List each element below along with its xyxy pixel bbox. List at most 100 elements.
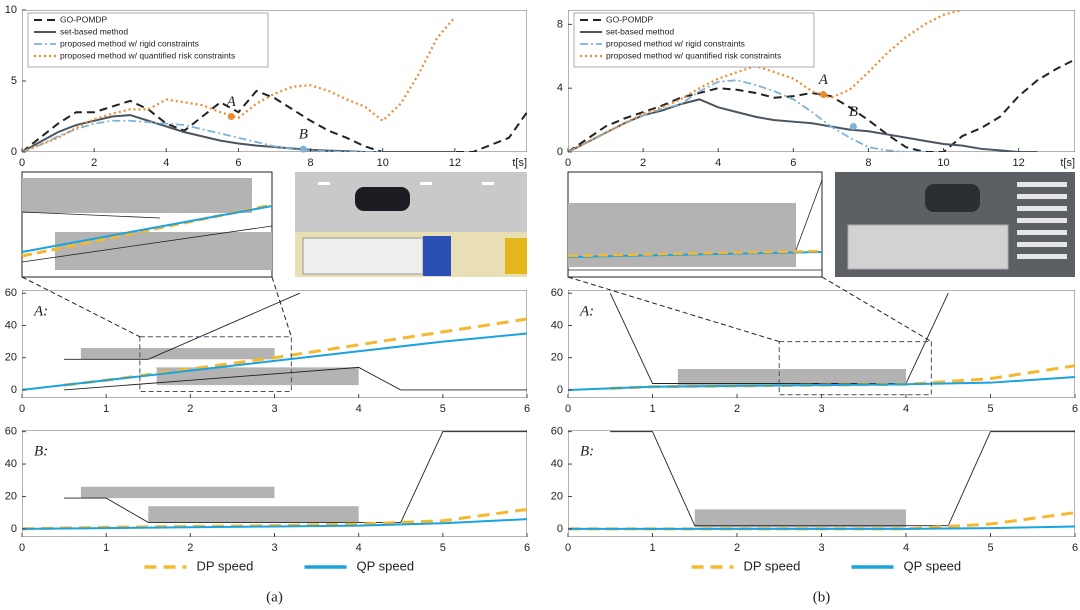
legend-label: set-based method xyxy=(606,26,674,36)
legend-label: DP speed xyxy=(197,558,254,573)
y-tick-label: 0 xyxy=(11,146,17,158)
legend-label: GO-POMDP xyxy=(606,14,654,24)
annotation-point xyxy=(227,113,235,120)
zoom-box xyxy=(778,341,932,396)
x-tick-label: 6 xyxy=(1072,542,1078,554)
x-tick-label: 2 xyxy=(734,403,740,415)
y-tick-label: 0 xyxy=(557,384,563,396)
x-tick-label: 8 xyxy=(865,157,871,169)
x-tick-label: 1 xyxy=(103,403,109,415)
obstacle xyxy=(677,368,906,386)
legend-label: proposed method w/ quantified risk const… xyxy=(60,50,235,60)
y-tick-label: 60 xyxy=(5,426,17,438)
annotation-point xyxy=(849,122,857,130)
plot-area xyxy=(568,290,1075,398)
y-tick-label: 60 xyxy=(551,287,563,299)
y-tick-label: 40 xyxy=(551,458,563,470)
boundary xyxy=(64,366,527,391)
legend: GO-POMDP set-based method proposed method … xyxy=(573,12,815,68)
x-tick-label: 10 xyxy=(377,157,389,169)
y-tick-label: 0 xyxy=(11,523,17,535)
x-tick-label: 5 xyxy=(440,403,446,415)
boundary xyxy=(64,431,527,523)
y-tick-label: 0 xyxy=(557,523,563,535)
x-tick-label: 12 xyxy=(1013,157,1025,169)
caption: (a) xyxy=(266,589,283,605)
y-tick-label: 40 xyxy=(5,319,17,331)
panel-label: B: xyxy=(34,443,48,459)
zoom-connector xyxy=(567,276,780,343)
x-tick-label: 8 xyxy=(308,157,314,169)
panel-label: A: xyxy=(579,303,594,319)
legend-label: QP speed xyxy=(357,558,415,573)
x-tick-label: 3 xyxy=(818,403,824,415)
y-tick-label: 40 xyxy=(5,458,17,470)
annotation-label: B xyxy=(849,104,858,120)
series-line xyxy=(568,525,1075,530)
x-tick-label: 6 xyxy=(524,403,530,415)
series-line xyxy=(22,119,383,152)
annotation-point xyxy=(299,145,307,153)
y-tick-label: 60 xyxy=(5,287,17,299)
boundary xyxy=(610,431,1075,527)
legend-label: DP speed xyxy=(744,558,801,573)
x-tick-label: 3 xyxy=(271,403,277,415)
x-tick-label: 2 xyxy=(187,403,193,415)
y-tick-label: 20 xyxy=(5,352,17,364)
series-line xyxy=(22,332,527,391)
x-axis-label: t[s] xyxy=(1060,157,1075,169)
boundary xyxy=(64,292,300,360)
legend-label: set-based method xyxy=(60,26,128,36)
y-tick-label: 20 xyxy=(5,490,17,502)
x-tick-label: 4 xyxy=(356,542,362,554)
y-tick-label: 10 xyxy=(5,4,17,16)
x-tick-label: 5 xyxy=(440,542,446,554)
x-tick-label: 0 xyxy=(565,403,571,415)
legend: GO-POMDP set-based method proposed method … xyxy=(27,12,269,68)
legend-label: proposed method w/ rigid constraints xyxy=(60,38,199,48)
annotation-point xyxy=(819,91,827,99)
zoom-connector xyxy=(271,276,292,337)
y-tick-label: 20 xyxy=(551,490,563,502)
scene-photo xyxy=(835,172,1075,277)
x-tick-label: 6 xyxy=(524,542,530,554)
legend-label: QP speed xyxy=(904,558,962,573)
plot-area xyxy=(568,430,1075,537)
zoom-connector xyxy=(821,276,932,343)
y-tick-label: 8 xyxy=(557,18,563,30)
annotation-label: A xyxy=(226,94,237,110)
obstacle xyxy=(148,506,359,523)
plot-area xyxy=(22,290,527,398)
x-tick-label: 2 xyxy=(91,157,97,169)
series-line xyxy=(22,518,527,530)
series-line xyxy=(22,89,527,152)
x-tick-label: 4 xyxy=(356,403,362,415)
obstacle xyxy=(694,509,906,528)
x-tick-label: 0 xyxy=(565,542,571,554)
x-tick-label: 0 xyxy=(19,157,25,169)
zoom-inset xyxy=(21,171,273,278)
x-tick-label: 3 xyxy=(818,542,824,554)
x-tick-label: 2 xyxy=(734,542,740,554)
legend-box xyxy=(27,12,269,68)
x-tick-label: 5 xyxy=(987,403,993,415)
y-tick-label: 0 xyxy=(11,384,17,396)
legend-label: GO-POMDP xyxy=(60,14,108,24)
scene-photo xyxy=(295,172,527,277)
series-line xyxy=(22,114,455,152)
zoom-connector xyxy=(21,276,141,338)
annotation-label: B xyxy=(299,127,308,143)
y-tick-label: 5 xyxy=(11,75,17,87)
x-tick-label: 2 xyxy=(187,542,193,554)
x-tick-label: 6 xyxy=(235,157,241,169)
series-line xyxy=(568,58,1075,152)
caption: (b) xyxy=(813,589,831,605)
zoom-inset xyxy=(567,171,823,278)
panel-label: B: xyxy=(580,443,594,459)
x-tick-label: 6 xyxy=(1072,403,1078,415)
obstacle xyxy=(80,486,275,499)
x-tick-label: 5 xyxy=(987,542,993,554)
x-tick-label: 0 xyxy=(565,157,571,169)
x-tick-label: 1 xyxy=(649,542,655,554)
